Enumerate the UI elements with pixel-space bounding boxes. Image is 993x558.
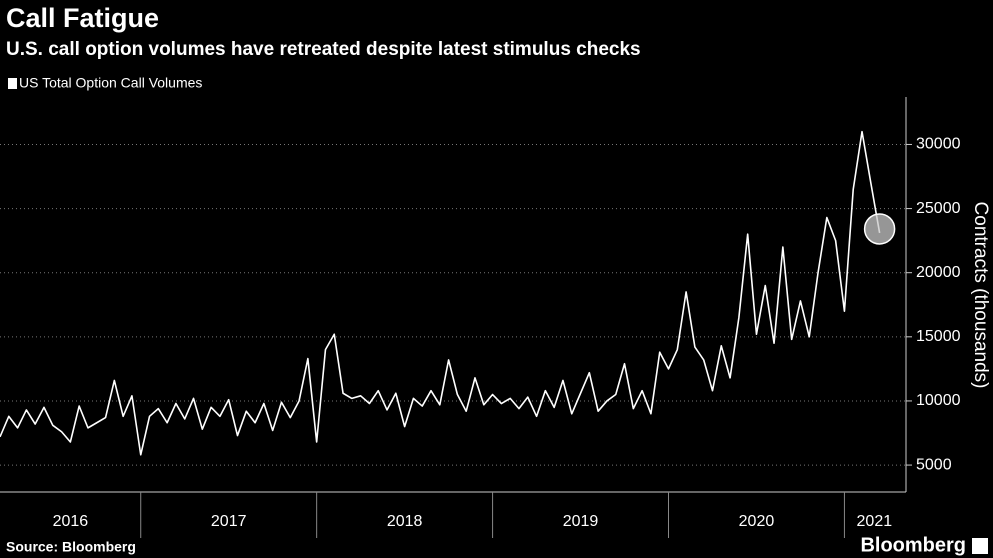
y-tick-label: 30000 xyxy=(916,136,961,153)
series-line xyxy=(0,130,881,456)
y-tick-label: 20000 xyxy=(916,264,961,281)
source: Source: Bloomberg xyxy=(6,539,136,555)
x-tick-label: 2021 xyxy=(857,513,893,530)
y-tick-label: 15000 xyxy=(916,328,961,345)
x-tick-label: 2019 xyxy=(563,513,599,530)
x-tick-label: 2018 xyxy=(387,513,423,530)
y-tick-label: 25000 xyxy=(916,200,961,217)
y-tick-label: 5000 xyxy=(916,456,952,473)
x-tick-label: 2017 xyxy=(211,513,247,530)
x-tick-label: 2020 xyxy=(739,513,775,530)
y-axis-label: Contracts (thousands) xyxy=(970,202,991,389)
x-tick-label: 2016 xyxy=(53,513,89,530)
legend-swatch xyxy=(8,78,17,89)
end-highlight xyxy=(863,213,896,245)
legend-label: US Total Option Call Volumes xyxy=(19,75,202,91)
chart-title: Call Fatigue xyxy=(6,3,159,33)
chart-subtitle: U.S. call option volumes have retreated … xyxy=(6,39,641,60)
brand-icon xyxy=(972,538,988,554)
brand: Bloomberg xyxy=(860,534,966,556)
y-tick-label: 10000 xyxy=(916,392,961,409)
